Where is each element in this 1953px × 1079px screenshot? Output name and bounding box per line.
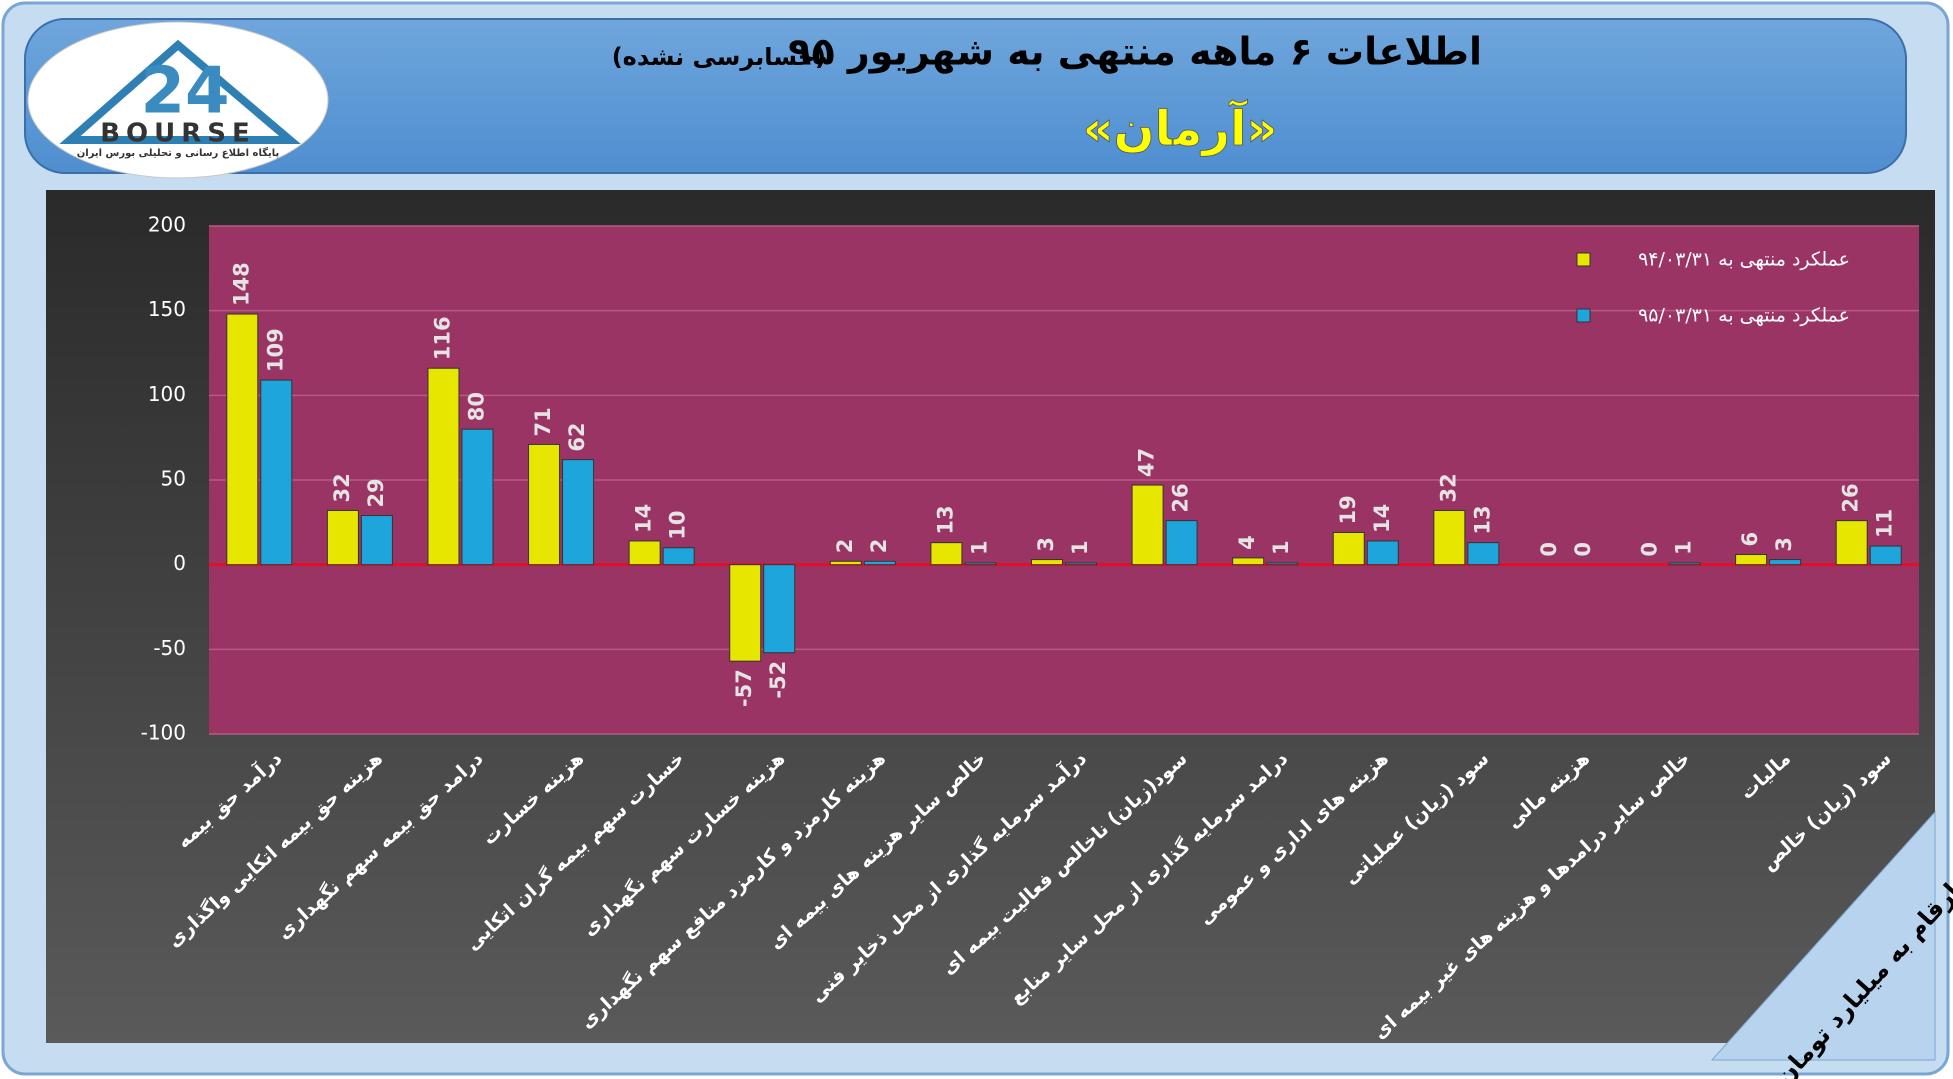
y-tick-label: -50 xyxy=(153,636,186,660)
bar xyxy=(1131,484,1164,566)
bar xyxy=(662,547,695,566)
bar xyxy=(528,443,561,566)
bar xyxy=(1769,559,1802,566)
bar xyxy=(260,379,293,566)
y-tick-label: 0 xyxy=(173,551,186,575)
bar xyxy=(964,562,997,566)
value-label: -57 xyxy=(732,669,756,707)
bar xyxy=(1467,542,1500,566)
bar xyxy=(729,564,762,662)
bar xyxy=(1869,545,1902,566)
y-tick-label: 100 xyxy=(148,382,186,406)
legend-swatch xyxy=(1576,308,1591,323)
bar xyxy=(226,313,259,566)
value-label: 32 xyxy=(330,473,354,502)
note-corner xyxy=(1710,810,1936,1061)
value-label: 13 xyxy=(933,505,957,534)
bar xyxy=(1366,540,1399,566)
bar xyxy=(1065,562,1097,566)
value-label: 0 xyxy=(1571,542,1595,557)
value-label: 10 xyxy=(666,510,690,539)
value-label: 1 xyxy=(1672,540,1696,555)
value-label: 14 xyxy=(1370,504,1394,533)
value-label: 26 xyxy=(1839,483,1863,512)
value-label: 6 xyxy=(1738,532,1762,547)
value-label: 0 xyxy=(1638,542,1662,557)
value-label: 19 xyxy=(1336,495,1360,524)
legend-swatch xyxy=(1576,252,1591,267)
value-label: 26 xyxy=(1169,483,1193,512)
legend-label: عملکرد منتهی به ۹۴/۰۳/۳۱ xyxy=(1638,249,1850,271)
bar xyxy=(562,459,595,566)
bar xyxy=(326,509,359,566)
chart-title: اطلاعات ۶ ماهه منتهی به شهریور ۹۵ xyxy=(788,30,1482,74)
bar xyxy=(1232,557,1265,566)
bar xyxy=(1031,559,1063,566)
value-label: 3 xyxy=(1034,537,1058,552)
value-label: 0 xyxy=(1537,542,1561,557)
header-banner xyxy=(24,18,1907,174)
value-label: 13 xyxy=(1470,505,1494,534)
bar xyxy=(1332,531,1365,566)
value-label: 2 xyxy=(867,539,891,554)
value-label: 2 xyxy=(833,539,857,554)
bar xyxy=(1668,562,1701,566)
chart-subtitle: (حسابرسی نشده) xyxy=(612,43,826,71)
value-label: 1 xyxy=(967,540,991,555)
value-label: 1 xyxy=(1068,540,1092,555)
bar xyxy=(427,367,460,566)
value-label: 148 xyxy=(229,262,253,306)
y-tick-label: -100 xyxy=(141,721,186,745)
value-label: 11 xyxy=(1873,509,1897,538)
logo-word: BOURSE xyxy=(100,119,256,149)
value-label: 1 xyxy=(1269,540,1293,555)
bar xyxy=(1165,520,1198,566)
bar xyxy=(1735,554,1768,566)
bar xyxy=(763,564,796,654)
value-label: 47 xyxy=(1135,448,1159,477)
value-label: 32 xyxy=(1436,473,1460,502)
y-tick-label: 200 xyxy=(148,213,186,237)
value-label: 62 xyxy=(565,422,589,451)
bar xyxy=(1433,509,1466,566)
value-label: 71 xyxy=(531,407,555,436)
value-label: -52 xyxy=(766,661,790,699)
logo-shape xyxy=(59,39,301,144)
bar xyxy=(1266,562,1299,566)
logo-caption: پایگاه اطلاع رسانی و تحلیلی بورس ایران xyxy=(77,146,280,159)
value-label: 3 xyxy=(1772,537,1796,552)
bar xyxy=(930,542,963,566)
value-label: 14 xyxy=(632,504,656,533)
legend-label: عملکرد منتهی به ۹۵/۰۳/۳۱ xyxy=(1638,305,1850,327)
bar xyxy=(360,515,393,566)
y-tick-label: 50 xyxy=(161,467,186,491)
company-name: «آرمان» xyxy=(1083,99,1278,157)
value-label: 80 xyxy=(464,392,488,421)
logo-number: 24 xyxy=(140,55,229,129)
y-tick-label: 150 xyxy=(148,297,186,321)
value-label: 116 xyxy=(430,316,454,360)
bar xyxy=(1835,520,1868,566)
value-label: 4 xyxy=(1235,535,1259,550)
bar xyxy=(628,540,661,566)
bar xyxy=(829,560,862,566)
value-label: 29 xyxy=(364,478,388,507)
bar xyxy=(863,560,896,566)
value-label: 109 xyxy=(263,328,287,372)
bar xyxy=(461,428,494,566)
